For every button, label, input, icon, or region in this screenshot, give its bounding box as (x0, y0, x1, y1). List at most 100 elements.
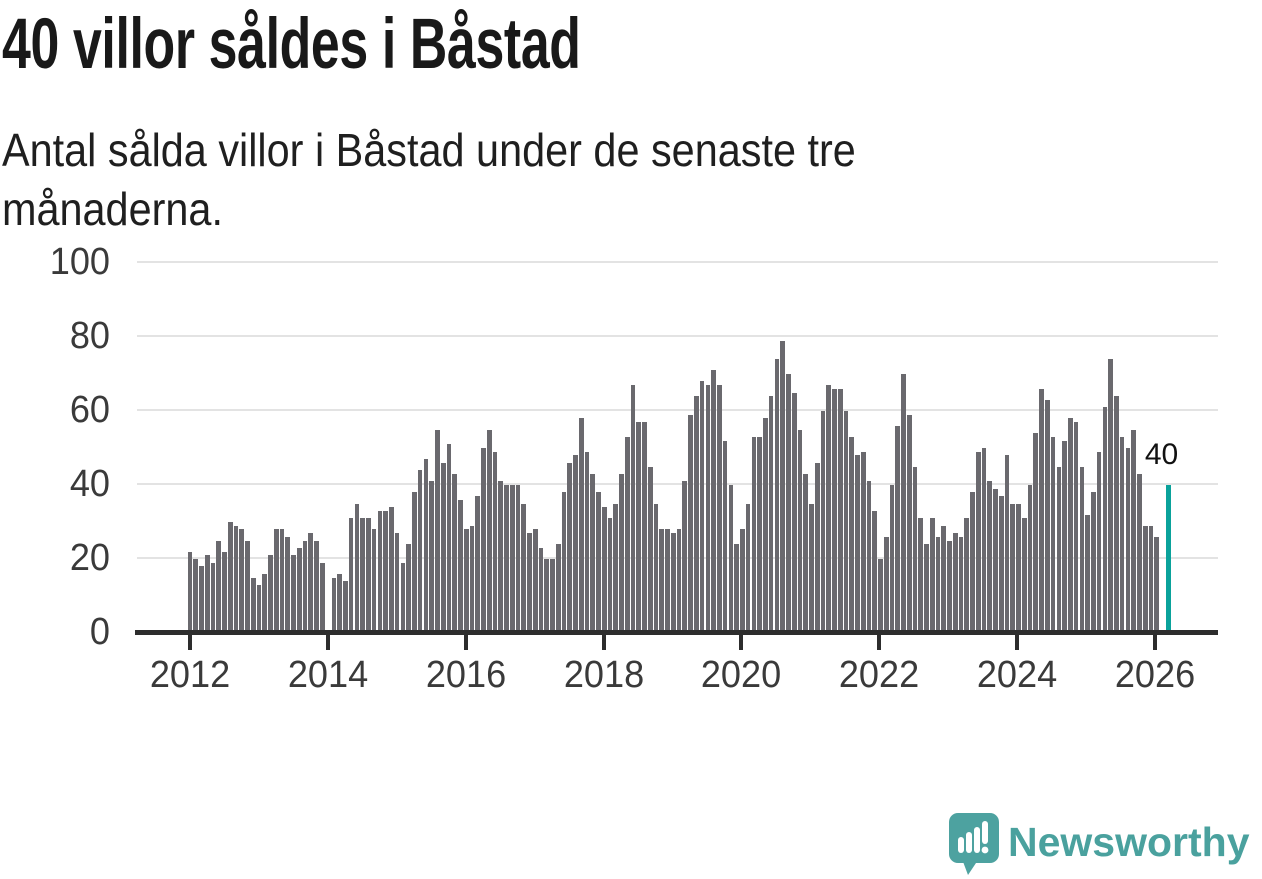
bar (958, 536, 964, 633)
bar (734, 544, 739, 633)
bar (889, 485, 895, 633)
bar (498, 481, 504, 633)
bar (1119, 436, 1125, 633)
x-axis-tick-2018 (601, 634, 606, 650)
bar (751, 436, 757, 633)
bar (694, 396, 699, 633)
bar (981, 448, 987, 633)
bar (1004, 455, 1010, 633)
bar (676, 529, 682, 633)
bar (296, 547, 302, 633)
bar (1137, 473, 1142, 633)
bar (509, 485, 515, 633)
bar (245, 540, 250, 633)
bar (826, 385, 832, 633)
bar (423, 459, 429, 633)
x-axis-label-2014: 2014 (287, 654, 368, 696)
bar (636, 422, 642, 633)
bar (929, 518, 935, 633)
bar (331, 577, 337, 633)
bar (1033, 433, 1039, 633)
bar (1050, 436, 1056, 633)
bar (412, 492, 417, 633)
bar (417, 470, 423, 633)
bar (250, 577, 256, 633)
bar (843, 411, 849, 633)
bar (780, 340, 785, 633)
y-axis-label-20: 20 (69, 537, 110, 579)
bar (964, 518, 970, 633)
bar (204, 555, 210, 633)
bar (354, 503, 360, 633)
bar (337, 573, 342, 633)
bar (1056, 466, 1062, 633)
bar (878, 559, 883, 633)
bar (1108, 359, 1113, 633)
bar (883, 536, 889, 633)
bar (837, 388, 843, 633)
bar (389, 507, 394, 633)
bar (866, 481, 872, 633)
bar (394, 533, 400, 633)
chart-subtitle: Antal sålda villor i Båstad under de sen… (2, 121, 856, 239)
bar (584, 451, 590, 633)
bar (469, 525, 475, 633)
x-axis-tick-2022 (877, 634, 882, 650)
x-axis-tick-2016 (463, 634, 468, 650)
logo-exclamation-dot (981, 846, 989, 854)
bar (1114, 396, 1119, 633)
gridline-40 (137, 483, 1218, 485)
bar (400, 562, 406, 633)
bar (1091, 492, 1096, 633)
x-axis-label-2018: 2018 (563, 654, 644, 696)
bar (970, 492, 975, 633)
bar (705, 385, 711, 633)
bar (797, 429, 803, 633)
bar (1142, 525, 1148, 633)
bar (590, 473, 596, 633)
bar (872, 510, 878, 633)
x-axis-label-2012: 2012 (149, 654, 231, 696)
bar (601, 507, 607, 633)
bar (435, 429, 440, 633)
bar (941, 525, 947, 633)
bar (1039, 388, 1044, 633)
bar (187, 551, 193, 633)
y-axis-label-60: 60 (69, 389, 110, 431)
bar (504, 485, 509, 633)
bar (786, 374, 791, 633)
bar (210, 562, 216, 633)
bar (630, 385, 636, 633)
x-axis-tick-2014 (325, 634, 330, 650)
bar (647, 466, 653, 633)
bar (216, 540, 222, 633)
bar (1068, 418, 1073, 633)
bar (728, 485, 734, 633)
bar (1085, 514, 1090, 633)
logo-bar-tall (974, 827, 980, 853)
bar (952, 533, 958, 633)
bar (268, 555, 273, 633)
bar (624, 436, 630, 633)
bar (924, 544, 929, 633)
bar (906, 414, 912, 633)
bar (561, 492, 567, 633)
bar (227, 522, 233, 633)
bar-chart-speech-bubble-icon (949, 813, 999, 875)
y-axis-label-0: 0 (89, 611, 110, 653)
bar (832, 388, 837, 633)
bar (619, 473, 624, 633)
bar (699, 381, 705, 633)
gridline-100 (137, 261, 1218, 263)
highlight-bar (1165, 485, 1171, 633)
x-axis-tick-2026 (1152, 634, 1157, 650)
bar (659, 529, 665, 633)
bar (406, 544, 411, 633)
bar (199, 566, 204, 633)
bar (613, 503, 619, 633)
bar (256, 584, 262, 633)
bar (682, 481, 688, 633)
x-axis-tick-2012 (188, 634, 192, 650)
logo-bar-small (958, 837, 964, 853)
